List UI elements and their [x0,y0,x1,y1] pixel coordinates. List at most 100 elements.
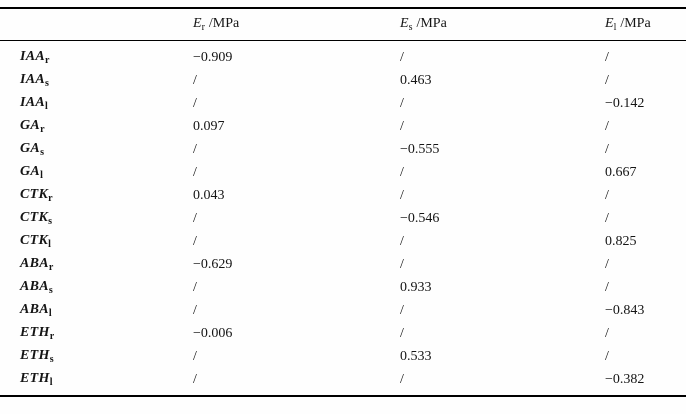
table-row-aba-l: ABAl / / −0.843 [0,299,686,322]
table-row-ctk-l: CTKl / / 0.825 [0,230,686,253]
row-label-base: ABA [20,302,49,317]
cell-er: / [193,348,197,364]
table-row-ctk-s: CTKs / −0.546 / [0,207,686,230]
cell-es: / [400,371,404,387]
cell-er: 0.043 [193,187,225,203]
row-label: ABAl [0,302,193,319]
table-row-eth-s: ETHs / 0.533 / [0,345,686,368]
cell-er: / [193,141,197,157]
row-label: ABAr [0,256,193,273]
row-label-subscript: l [45,101,48,112]
row-label-base: CTK [20,233,49,248]
cell-er: / [193,72,197,88]
table-row-ga-l: GAl / / 0.667 [0,161,686,184]
cell-el: 0.667 [605,164,637,180]
header-er-unit: /MPa [208,16,240,31]
row-label: CTKl [0,233,193,250]
row-label-base: ABA [20,256,49,271]
row-label-subscript: r [48,193,53,204]
row-label: CTKs [0,210,193,227]
row-label-subscript: l [48,239,51,250]
cell-el: / [605,210,609,226]
header-es-subscript: s [408,22,413,33]
cell-er: / [193,302,197,318]
table-row-ga-r: GAr 0.097 / / [0,115,686,138]
row-label: ETHl [0,371,193,388]
table-row-iaa-r: IAAr −0.909 / / [0,46,686,69]
table-row-ga-s: GAs / −0.555 / [0,138,686,161]
cell-es: 0.463 [400,72,432,88]
row-label-subscript: r [45,55,50,66]
cell-er: / [193,164,197,180]
row-label-subscript: s [40,147,44,158]
cell-er: / [193,233,197,249]
header-el-symbol: E [605,16,614,31]
row-label-subscript: l [49,377,53,388]
row-label: ETHs [0,348,193,365]
row-label: GAs [0,141,193,158]
cell-el: / [605,141,609,157]
row-label-subscript: s [48,216,53,227]
cell-es: / [400,233,404,249]
cell-er: −0.629 [193,256,233,272]
cell-el: / [605,187,609,203]
cell-es: 0.533 [400,348,432,364]
cell-el: / [605,256,609,272]
header-er-symbol: E [193,16,202,31]
row-label-subscript: s [48,285,53,296]
cell-el: −0.843 [605,302,645,318]
table-row-ctk-r: CTKr 0.043 / / [0,184,686,207]
cell-el: / [605,279,609,295]
row-label-subscript: l [48,308,52,319]
row-label-base: IAA [20,95,46,110]
cell-es: 0.933 [400,279,432,295]
row-label-base: IAA [20,72,46,87]
header-es-symbol: E [400,16,409,31]
table-row-eth-l: ETHl / / −0.382 [0,368,686,391]
header-es-unit: /MPa [416,16,447,31]
row-label-subscript: r [49,331,55,342]
row-label-subscript: r [40,124,45,135]
cell-el: / [605,49,609,65]
cell-el: / [605,325,609,341]
cell-el: −0.382 [605,371,645,387]
table-body: IAAr −0.909 / / IAAs / 0.463 / IAAl / / … [0,41,686,395]
cell-es: / [400,95,404,111]
row-label-subscript: s [45,78,49,89]
table-row-iaa-l: IAAl / / −0.142 [0,92,686,115]
header-er-subscript: r [201,22,205,33]
header-col-el: El/MPa [605,16,686,33]
table-header-row: Er/MPa Es/MPa El/MPa [0,9,686,41]
header-col-er: Er/MPa [193,16,400,33]
row-label-base: CTK [20,210,49,225]
cell-er: 0.097 [193,118,225,134]
cell-er: / [193,210,197,226]
cell-el: / [605,72,609,88]
cell-es: / [400,164,404,180]
row-label: CTKr [0,187,193,204]
table-row-eth-r: ETHr −0.006 / / [0,322,686,345]
row-label-base: CTK [20,187,49,202]
cell-el: / [605,348,609,364]
cell-es: / [400,256,404,272]
row-label-subscript: l [40,170,43,181]
row-label: ABAs [0,279,193,296]
cell-el: / [605,118,609,134]
row-label-base: IAA [20,49,46,64]
cell-er: / [193,371,197,387]
row-label-base: GA [20,141,41,156]
cell-es: / [400,49,404,65]
row-label-subscript: s [49,354,54,365]
row-label-base: ABA [20,279,49,294]
table-row-iaa-s: IAAs / 0.463 / [0,69,686,92]
row-label-base: ETH [20,371,50,386]
row-label: IAAl [0,95,193,112]
row-label-base: ETH [20,348,50,363]
header-col-es: Es/MPa [400,16,605,33]
cell-er: −0.909 [193,49,233,65]
row-label: GAr [0,118,193,135]
cell-es: / [400,302,404,318]
row-label-base: GA [20,164,41,179]
cell-el: −0.142 [605,95,645,111]
row-label-base: ETH [20,325,50,340]
